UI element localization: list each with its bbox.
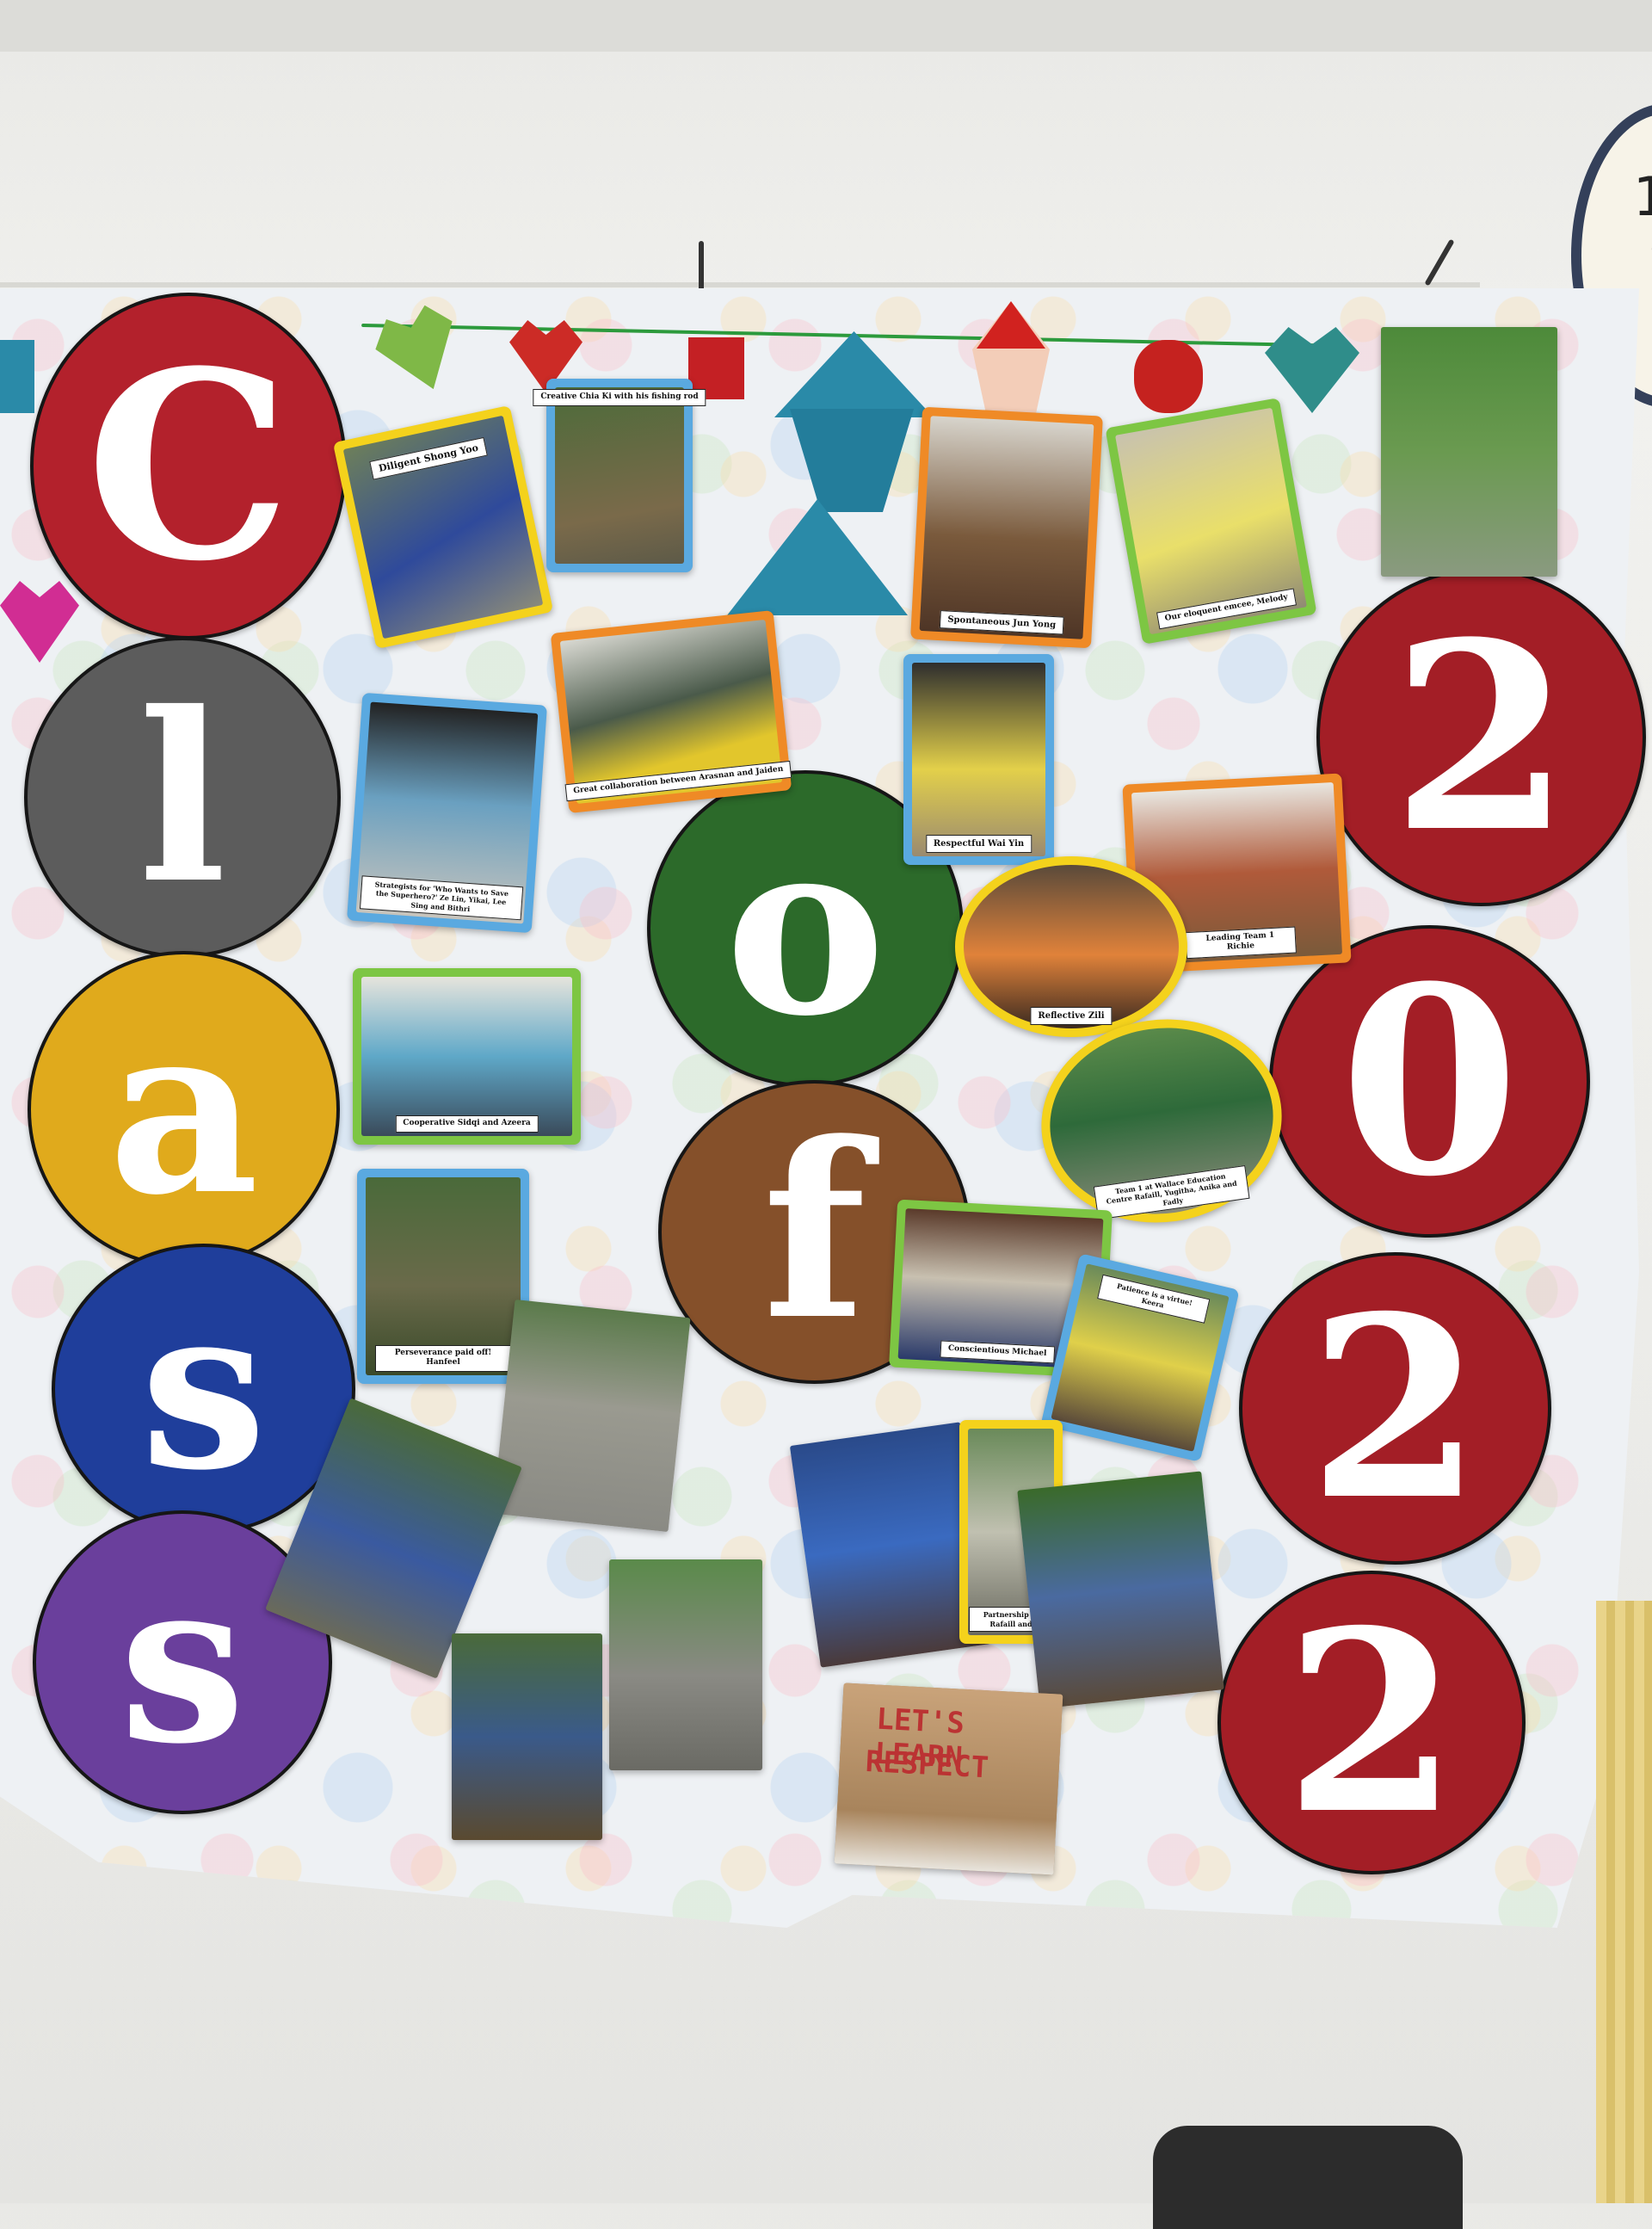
photo-image [964, 865, 1179, 1028]
number-disc-2-c: 2 [1217, 1571, 1526, 1874]
trash-bin [1153, 2126, 1463, 2229]
photo-sidqi-azeera: Cooperative Sidqi and Azeera [353, 968, 581, 1145]
digit-2: 2 [1285, 1576, 1458, 1869]
photo-chia-ki: Creative Chia Ki with his fishing rod [533, 379, 706, 572]
letter-disc-l: l [24, 637, 341, 958]
clock-number: 9 [1649, 225, 1652, 288]
letter-c: C [85, 313, 292, 618]
photo-image [555, 387, 684, 564]
number-disc-0: 0 [1269, 925, 1590, 1238]
letter-f: f [762, 1090, 866, 1374]
photo-outdoor-game [492, 1299, 691, 1533]
photo-image [366, 1177, 521, 1375]
photo-image [1381, 327, 1557, 577]
letter-disc-a: a [28, 951, 340, 1268]
hook-right [1424, 238, 1455, 287]
side-panel [1596, 1601, 1652, 2203]
wall-top [0, 0, 1652, 52]
photo-caption: Respectful Wai Yin [925, 835, 1032, 853]
origami-edge-blue [0, 340, 34, 413]
photo-image [912, 663, 1045, 856]
photo-image [1017, 1471, 1224, 1709]
number-disc-2-b: 2 [1239, 1252, 1551, 1565]
letter-disc-c: C [30, 293, 347, 639]
photo-arasan-jaiden: Great collaboration between Arasnan and … [550, 609, 792, 814]
photo-caption: Cooperative Sidqi and Azeera [395, 1115, 539, 1133]
photo-zili: Reflective Zili [955, 856, 1187, 1037]
photo-image: LET'S LEARN RESPECT [834, 1683, 1063, 1875]
photo-caption: Leading Team 1 Richie [1184, 926, 1297, 960]
photo-planting [452, 1633, 602, 1840]
clock-number: 10 [1633, 165, 1652, 228]
letter-s: s [140, 1257, 267, 1520]
hook-left [699, 241, 704, 293]
photo-image [492, 1299, 691, 1533]
number-disc-2-a: 2 [1316, 568, 1646, 906]
photo-superhero: Strategists for 'Who Wants to Save the S… [347, 692, 547, 934]
photo-image [452, 1633, 602, 1840]
letter-disc-s-purple: s [33, 1510, 332, 1814]
photo-caption: Reflective Zili [1030, 1007, 1113, 1025]
letter-o: o [724, 787, 886, 1070]
photo-image [361, 977, 572, 1136]
photo-melody: Our eloquent emcee, Melody [1105, 398, 1317, 645]
letter-disc-s-blue: s [52, 1244, 355, 1534]
wall-rail [0, 282, 1480, 287]
origami-apple [1134, 340, 1203, 413]
letter-s: s [119, 1530, 246, 1794]
digit-2: 2 [1308, 1262, 1482, 1555]
letter-a: a [108, 972, 259, 1246]
photo-jun-yong: Spontaneous Jun Yong [910, 406, 1103, 649]
digit-0: 0 [1340, 929, 1519, 1233]
photo-caption: Perseverance paid off! Hanfeel [375, 1344, 511, 1372]
sign-line2: RESPECT [864, 1744, 990, 1786]
photo-wai-yin: Respectful Wai Yin [903, 654, 1054, 865]
digit-2: 2 [1391, 584, 1571, 889]
photo-line-up [609, 1559, 762, 1770]
photo-hanfeel: Perseverance paid off! Hanfeel [357, 1169, 529, 1384]
photo-caption: Creative Chia Ki with his fishing rod [533, 389, 706, 406]
photo-child-outdoors [1381, 327, 1557, 577]
photo-pair-garden [1017, 1471, 1224, 1709]
letter-l: l [138, 660, 227, 935]
photo-sign: LET'S LEARN RESPECT [834, 1683, 1063, 1875]
photo-image [609, 1559, 762, 1770]
photo-image [919, 416, 1094, 639]
